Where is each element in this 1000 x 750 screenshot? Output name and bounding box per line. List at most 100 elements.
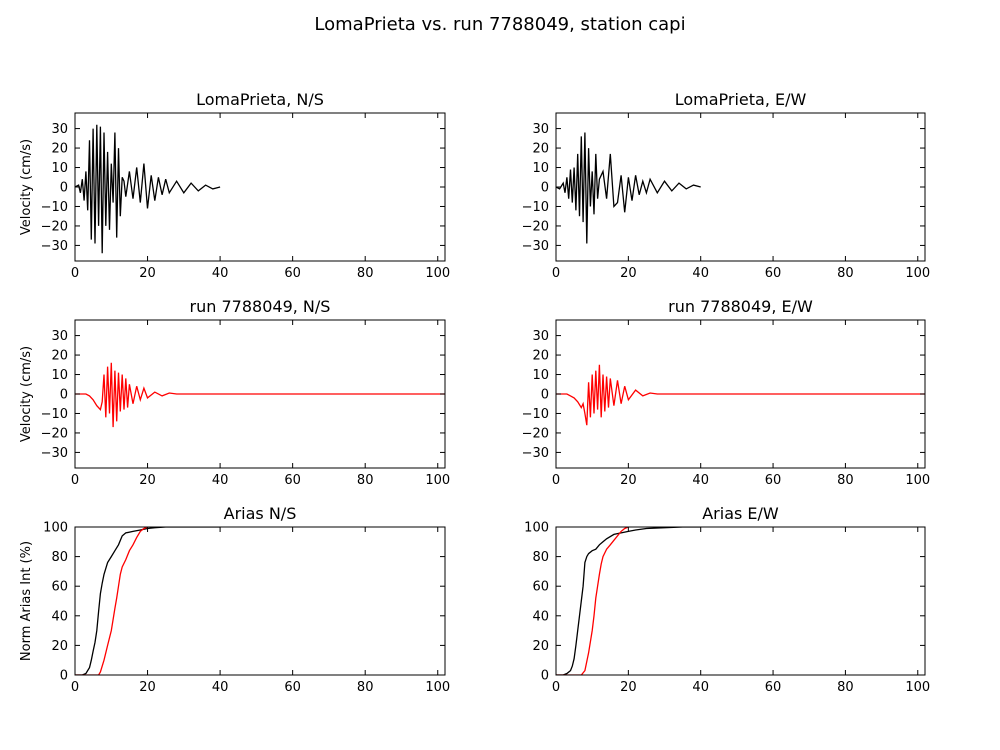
y-tick-label: 30 bbox=[532, 122, 549, 137]
x-tick-label: 20 bbox=[620, 680, 637, 695]
x-tick-label: 40 bbox=[212, 680, 229, 695]
plot-frame bbox=[555, 526, 926, 676]
x-tick-label: 0 bbox=[552, 680, 560, 695]
y-tick-label: 60 bbox=[532, 580, 549, 595]
y-tick-label: 20 bbox=[532, 349, 549, 364]
x-tick-label: 20 bbox=[139, 680, 156, 695]
x-tick-label: 60 bbox=[284, 680, 301, 695]
y-tick-label: 40 bbox=[532, 609, 549, 624]
x-tick-label: 40 bbox=[212, 266, 229, 281]
series-line-primary bbox=[75, 527, 221, 675]
y-tick-label: 40 bbox=[51, 609, 68, 624]
x-tick-label: 80 bbox=[357, 473, 374, 488]
subplot-title: LomaPrieta, E/W bbox=[675, 90, 807, 109]
y-tick-label: −10 bbox=[41, 200, 68, 215]
y-tick-label: 30 bbox=[51, 329, 68, 344]
subplot-2: 0 20 40 60 80 1003020100−10−20−30LomaPrieta, … bbox=[522, 90, 931, 281]
y-tick-label: 10 bbox=[51, 161, 68, 176]
x-tick-label: 0 bbox=[71, 473, 79, 488]
y-axis-label: Velocity (cm/s) bbox=[19, 139, 34, 235]
x-tick-label: 80 bbox=[837, 266, 854, 281]
subplot-title: Arias E/W bbox=[702, 504, 779, 523]
y-tick-label: 10 bbox=[532, 161, 549, 176]
y-tick-label: 0 bbox=[541, 181, 549, 196]
x-tick-label: 100 bbox=[425, 266, 450, 281]
plot-frame bbox=[555, 112, 926, 262]
y-axis-label: Norm Arias Int (%) bbox=[19, 541, 34, 661]
subplot-title: run 7788049, N/S bbox=[190, 297, 331, 316]
y-tick-label: 20 bbox=[532, 142, 549, 157]
subplot-title: run 7788049, E/W bbox=[668, 297, 813, 316]
x-tick-label: 100 bbox=[425, 473, 450, 488]
series-line-primary bbox=[556, 364, 925, 426]
x-tick-label: 20 bbox=[620, 473, 637, 488]
y-tick-label: 10 bbox=[532, 368, 549, 383]
y-tick-label: 60 bbox=[51, 580, 68, 595]
y-tick-label: 20 bbox=[51, 639, 68, 654]
y-tick-label: −30 bbox=[41, 239, 68, 254]
subplot-1: 0 20 40 60 80 1003020100−10−20−30LomaPrieta, … bbox=[19, 90, 450, 281]
x-tick-label: 80 bbox=[357, 680, 374, 695]
y-tick-label: 0 bbox=[60, 669, 68, 684]
y-tick-label: 100 bbox=[43, 521, 68, 536]
y-tick-label: −20 bbox=[522, 426, 549, 441]
y-tick-label: −20 bbox=[41, 426, 68, 441]
x-tick-label: 100 bbox=[425, 680, 450, 695]
x-tick-label: 0 bbox=[71, 266, 79, 281]
subplots-group: 0 20 40 60 80 1003020100−10−20−30LomaPrieta, … bbox=[19, 90, 930, 695]
plot-frame bbox=[74, 112, 446, 262]
x-tick-label: 40 bbox=[212, 473, 229, 488]
series-line-secondary bbox=[556, 527, 629, 675]
y-tick-label: −30 bbox=[41, 446, 68, 461]
subplot-title: LomaPrieta, N/S bbox=[196, 90, 324, 109]
x-tick-label: 20 bbox=[139, 473, 156, 488]
y-tick-label: 20 bbox=[51, 349, 68, 364]
series-line-primary bbox=[556, 527, 701, 675]
y-tick-label: 20 bbox=[51, 142, 68, 157]
x-tick-label: 80 bbox=[357, 266, 374, 281]
x-tick-label: 80 bbox=[837, 680, 854, 695]
series-line-primary bbox=[75, 124, 221, 254]
y-tick-label: −30 bbox=[522, 239, 549, 254]
x-tick-label: 60 bbox=[284, 266, 301, 281]
y-tick-label: −10 bbox=[522, 200, 549, 215]
x-tick-label: 60 bbox=[765, 680, 782, 695]
y-tick-label: 0 bbox=[60, 388, 68, 403]
figure-title: LomaPrieta vs. run 7788049, station capi bbox=[314, 14, 685, 35]
y-tick-label: 10 bbox=[51, 368, 68, 383]
y-tick-label: 30 bbox=[51, 122, 68, 137]
x-tick-label: 40 bbox=[692, 266, 709, 281]
y-tick-label: 0 bbox=[541, 669, 549, 684]
y-tick-label: 80 bbox=[532, 550, 549, 565]
x-tick-label: 60 bbox=[765, 266, 782, 281]
subplot-5: 0 20 40 60 80 100 100 80 60 40 20 0 Arias N/S Norm Ar… bbox=[19, 504, 450, 695]
series-line-secondary bbox=[75, 527, 148, 675]
x-tick-label: 100 bbox=[905, 266, 930, 281]
y-tick-label: −10 bbox=[522, 407, 549, 422]
y-tick-label: 30 bbox=[532, 329, 549, 344]
x-tick-label: 0 bbox=[71, 680, 79, 695]
y-tick-label: −30 bbox=[522, 446, 549, 461]
x-tick-label: 80 bbox=[837, 473, 854, 488]
y-tick-label: −20 bbox=[41, 219, 68, 234]
plot-frame bbox=[74, 526, 446, 676]
y-tick-label: −20 bbox=[522, 219, 549, 234]
y-tick-label: 0 bbox=[541, 388, 549, 403]
y-tick-label: 100 bbox=[524, 521, 549, 536]
y-tick-label: −10 bbox=[41, 407, 68, 422]
series-line-primary bbox=[75, 362, 445, 428]
y-tick-label: 80 bbox=[51, 550, 68, 565]
y-axis-label: Velocity (cm/s) bbox=[19, 346, 34, 442]
series-line-primary bbox=[556, 132, 701, 244]
x-tick-label: 20 bbox=[620, 266, 637, 281]
x-tick-label: 40 bbox=[692, 680, 709, 695]
x-tick-label: 40 bbox=[692, 473, 709, 488]
y-tick-label: 0 bbox=[60, 181, 68, 196]
subplot-title: Arias N/S bbox=[224, 504, 297, 523]
subplot-6: 0 20 40 60 80 100 100 80 60 40 20 0 Arias E/W bbox=[524, 504, 930, 695]
x-tick-label: 60 bbox=[284, 473, 301, 488]
x-tick-label: 0 bbox=[552, 473, 560, 488]
